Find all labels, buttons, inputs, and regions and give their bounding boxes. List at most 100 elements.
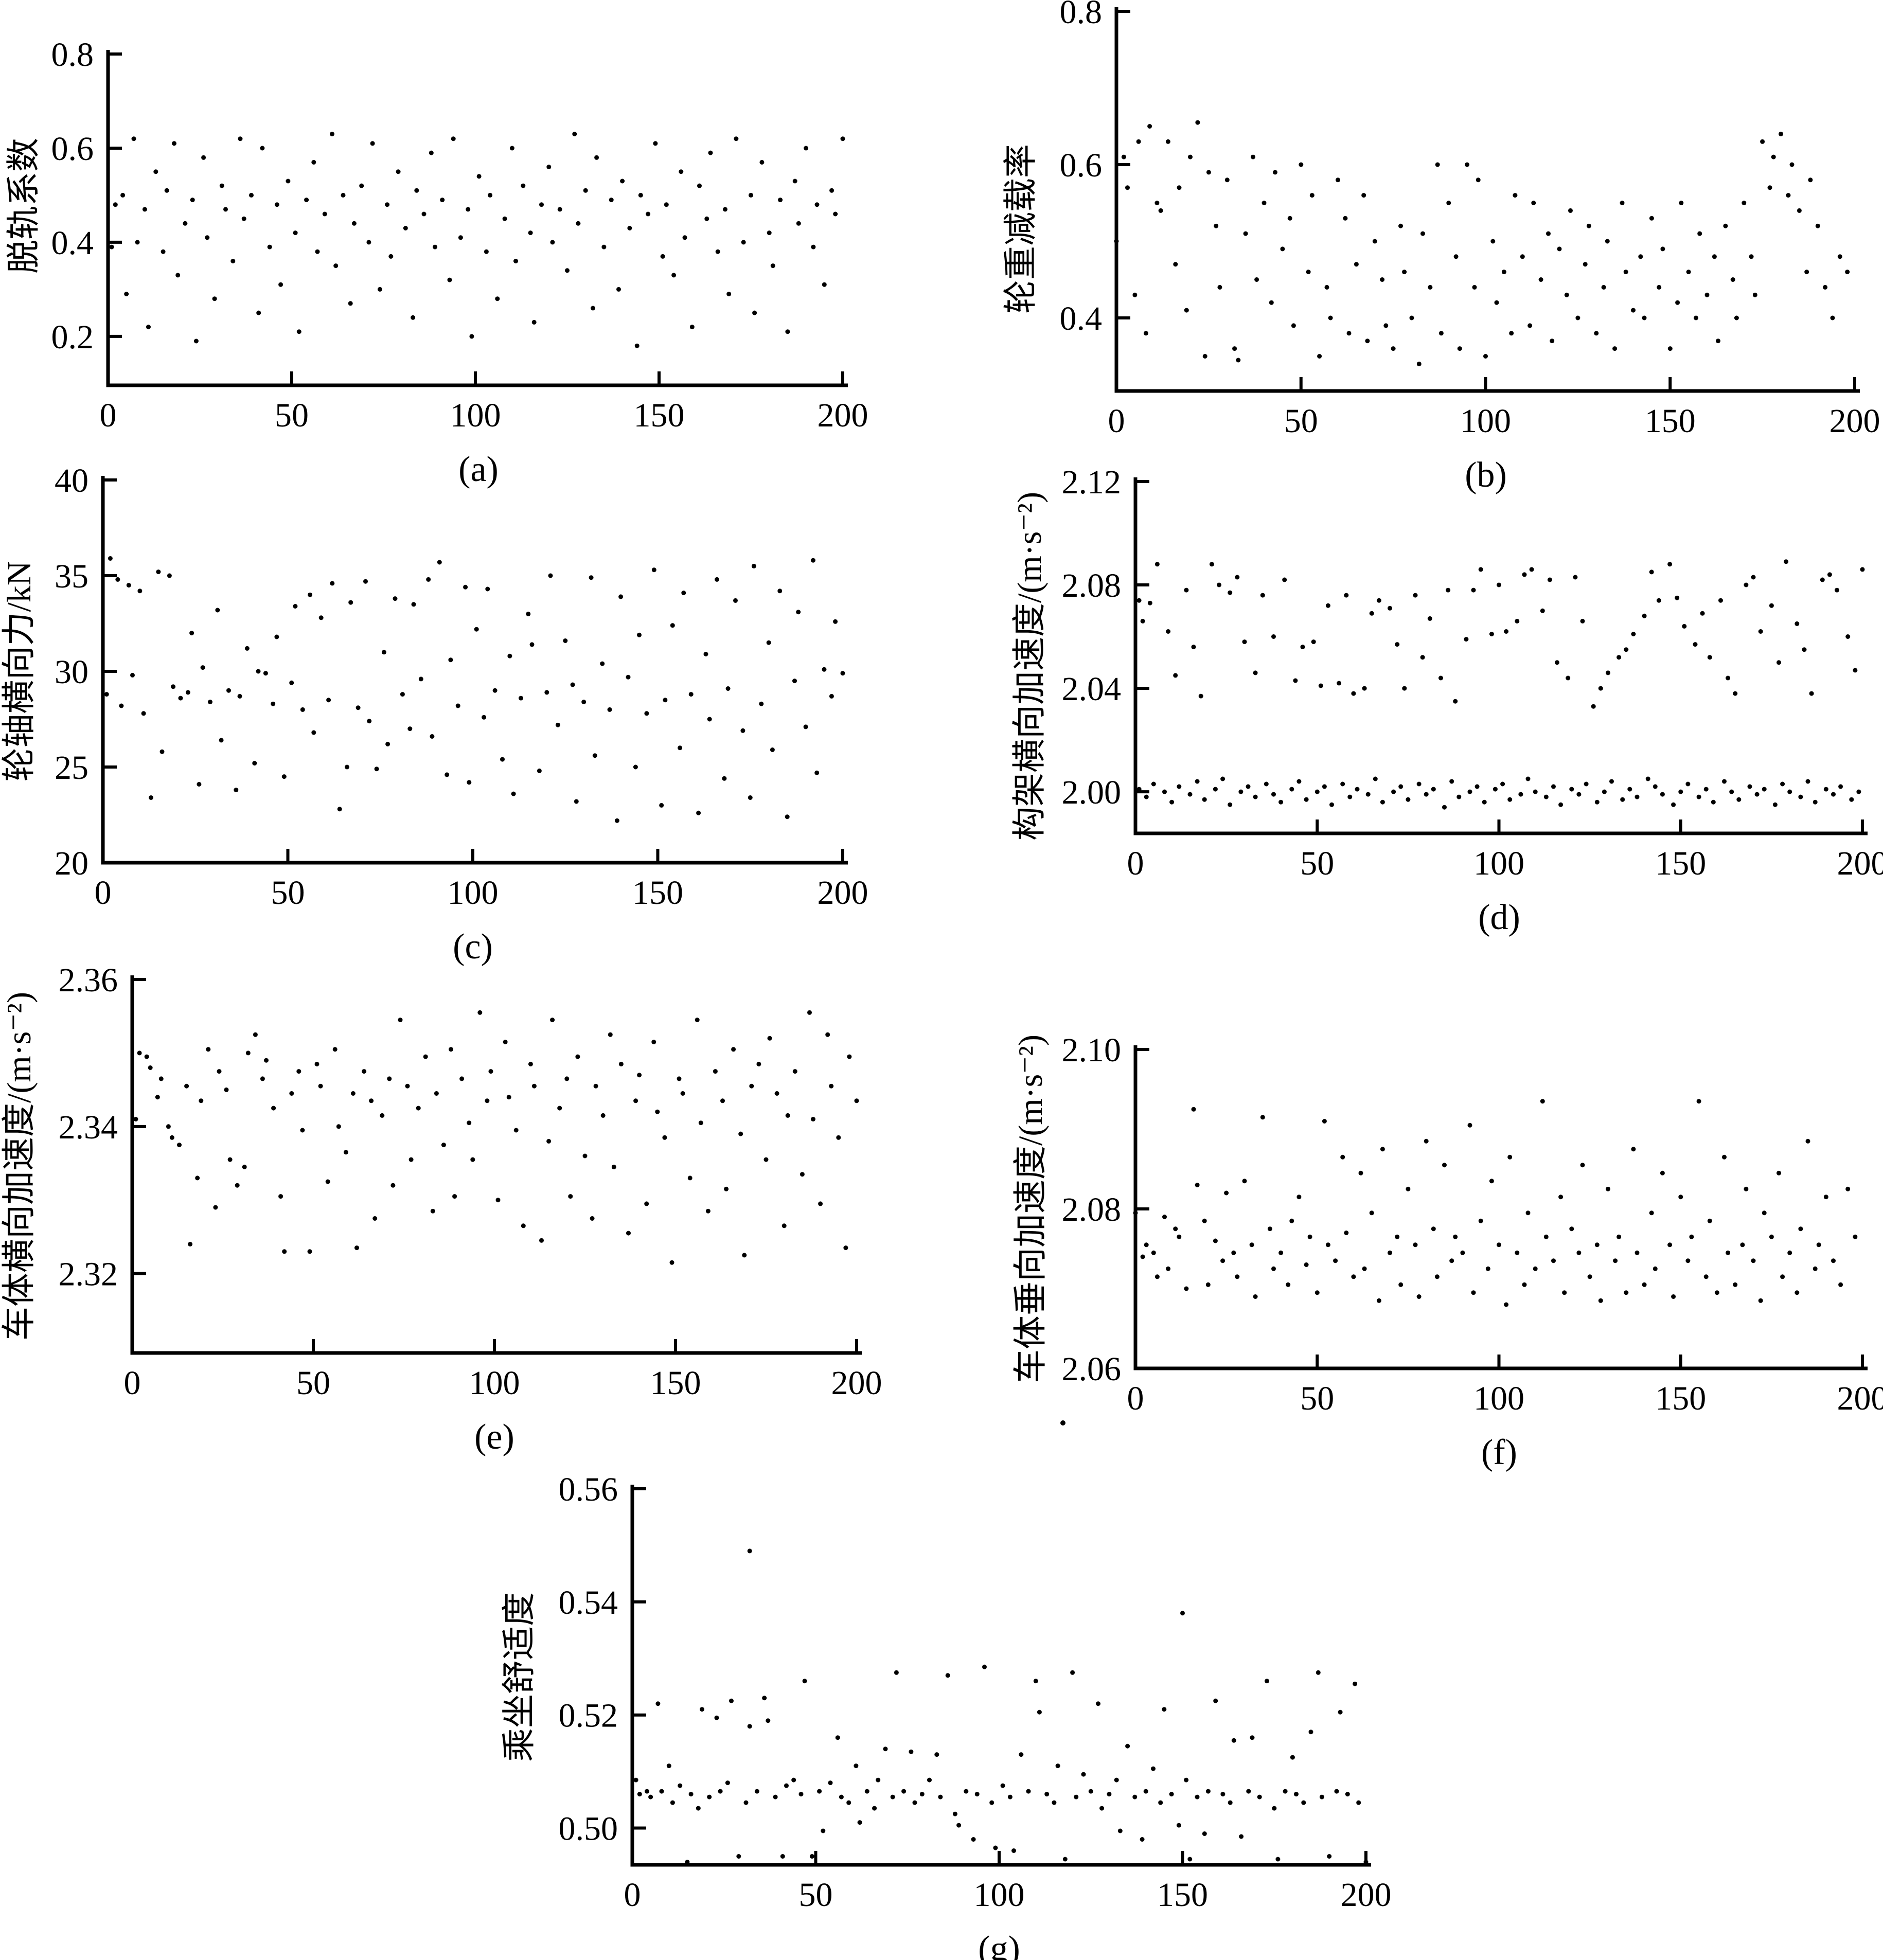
data-point bbox=[474, 627, 479, 632]
data-point bbox=[1074, 1794, 1079, 1799]
scatter-canvas-f: 2.06 2.08 2.10 0 50 100 150 200 bbox=[1062, 1031, 1883, 1417]
tick-group: 0.4 0.6 0.8 0 50 100 150 200 bbox=[1060, 0, 1880, 440]
data-point bbox=[644, 711, 649, 716]
data-point bbox=[119, 703, 124, 708]
data-point bbox=[1265, 1679, 1269, 1684]
data-point bbox=[104, 692, 109, 697]
data-point bbox=[1758, 629, 1763, 634]
data-point bbox=[1612, 346, 1618, 351]
data-point bbox=[1551, 1258, 1556, 1263]
data-point bbox=[1744, 1186, 1749, 1191]
data-point bbox=[1467, 1122, 1472, 1128]
data-point bbox=[626, 674, 631, 680]
data-point bbox=[227, 1157, 233, 1162]
data-point bbox=[646, 211, 651, 217]
data-point bbox=[803, 724, 808, 729]
data-point bbox=[1675, 595, 1680, 600]
data-point bbox=[822, 667, 827, 672]
y-axis-label-g: 乘坐舒适度 bbox=[501, 1592, 538, 1762]
data-point bbox=[1228, 590, 1233, 595]
data-points bbox=[1114, 120, 1850, 366]
data-point bbox=[1671, 802, 1676, 807]
data-point bbox=[403, 226, 408, 230]
data-point bbox=[155, 1095, 160, 1100]
data-point bbox=[183, 221, 188, 226]
data-point bbox=[1202, 1218, 1207, 1223]
data-point bbox=[159, 749, 165, 754]
data-point bbox=[616, 287, 621, 292]
data-point bbox=[840, 671, 845, 676]
data-point bbox=[416, 1106, 421, 1111]
data-point bbox=[1324, 284, 1329, 290]
data-point bbox=[1308, 1730, 1313, 1735]
data-point bbox=[570, 682, 575, 687]
data-point bbox=[1147, 600, 1152, 605]
data-point bbox=[1543, 794, 1549, 799]
data-point bbox=[1369, 611, 1374, 616]
data-point bbox=[574, 799, 579, 804]
data-point bbox=[1694, 315, 1698, 320]
data-point bbox=[1209, 562, 1214, 567]
data-point bbox=[206, 1047, 211, 1052]
x-tick-label: 50 bbox=[271, 874, 305, 912]
data-point bbox=[411, 315, 416, 320]
data-point bbox=[234, 788, 239, 793]
x-tick-label: 150 bbox=[632, 874, 683, 912]
caption-d: (d) bbox=[1478, 898, 1520, 937]
data-point bbox=[1546, 231, 1551, 236]
data-point bbox=[582, 1153, 588, 1159]
data-point bbox=[912, 1800, 917, 1805]
data-point bbox=[1322, 1119, 1327, 1124]
data-point bbox=[1373, 776, 1378, 781]
data-point bbox=[1642, 315, 1647, 320]
data-point bbox=[1289, 1218, 1294, 1223]
data-point bbox=[1485, 1266, 1490, 1271]
data-point bbox=[723, 207, 727, 212]
data-point bbox=[1340, 781, 1345, 787]
data-point bbox=[1564, 292, 1569, 297]
data-point bbox=[531, 1083, 537, 1089]
data-point bbox=[333, 263, 339, 269]
tick-group: 2.32 2.34 2.36 0 50 100 150 200 bbox=[59, 961, 882, 1402]
data-point bbox=[1623, 270, 1628, 275]
data-point bbox=[1213, 787, 1218, 792]
data-point bbox=[300, 707, 305, 712]
data-point bbox=[581, 700, 587, 704]
data-point bbox=[1460, 1250, 1465, 1255]
data-point bbox=[1398, 223, 1403, 228]
axis-lines bbox=[1133, 1045, 1868, 1370]
data-point bbox=[1576, 792, 1582, 797]
data-point bbox=[1649, 569, 1654, 575]
data-point bbox=[429, 150, 434, 155]
data-point bbox=[1253, 670, 1258, 675]
y-tick-label: 2.08 bbox=[1062, 1191, 1122, 1228]
data-point bbox=[637, 1073, 642, 1078]
data-point bbox=[1319, 1794, 1324, 1799]
data-point bbox=[1464, 637, 1469, 642]
data-point bbox=[835, 1735, 840, 1740]
data-point bbox=[770, 747, 775, 752]
data-point bbox=[408, 1157, 414, 1162]
data-point bbox=[1703, 787, 1709, 792]
data-point bbox=[1627, 787, 1632, 792]
data-point bbox=[1635, 794, 1640, 799]
data-point bbox=[738, 1131, 743, 1136]
data-point bbox=[1520, 254, 1525, 259]
data-point bbox=[1635, 1250, 1640, 1255]
data-point bbox=[1283, 1789, 1288, 1794]
data-point bbox=[1575, 315, 1580, 320]
data-point bbox=[687, 1175, 692, 1181]
data-point bbox=[759, 701, 764, 706]
data-point bbox=[989, 1800, 994, 1805]
data-point bbox=[1202, 797, 1207, 802]
data-point bbox=[685, 1860, 690, 1864]
data-point bbox=[142, 207, 147, 212]
data-point bbox=[945, 1673, 950, 1678]
data-point bbox=[1253, 1294, 1258, 1299]
y-tick-label: 0.6 bbox=[51, 130, 94, 168]
data-point bbox=[1416, 781, 1422, 787]
data-point bbox=[1278, 799, 1284, 805]
data-point bbox=[659, 803, 664, 808]
data-point bbox=[785, 814, 790, 819]
data-point bbox=[645, 1789, 649, 1794]
